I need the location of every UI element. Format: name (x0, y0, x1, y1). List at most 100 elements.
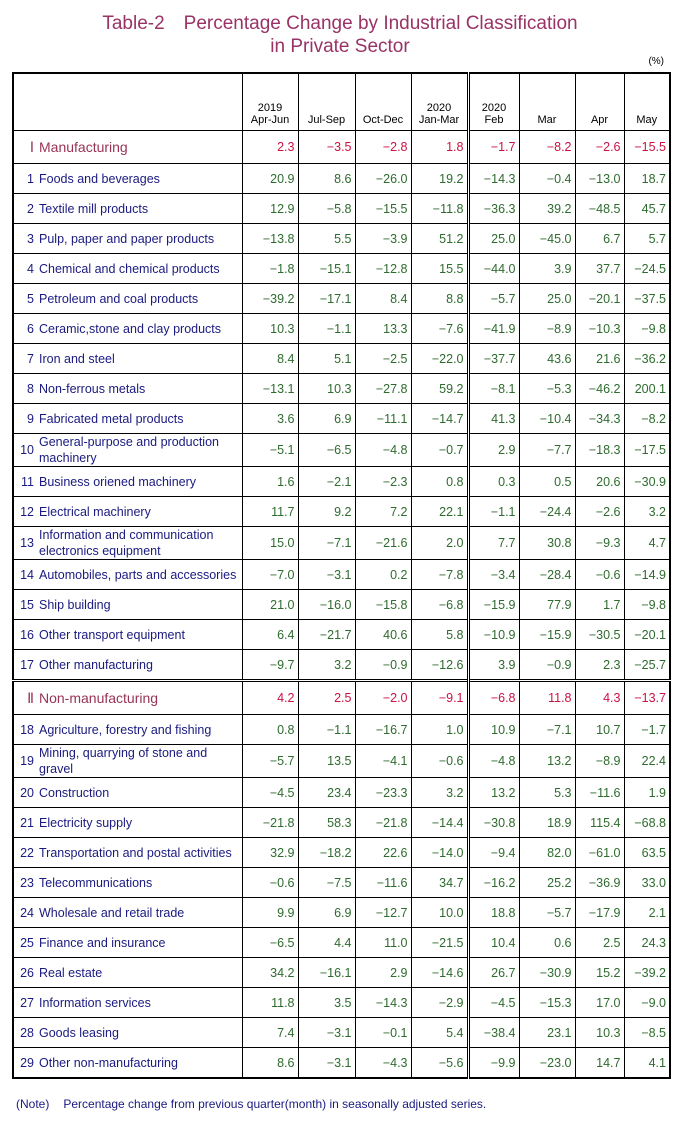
value-cell: 11.8 (518, 679, 576, 715)
value-cell: 25.0 (518, 283, 576, 314)
value-cell: −9.8 (623, 589, 671, 620)
value-cell: 10.3 (297, 373, 356, 404)
table-row: 3 Pulp, paper and paper products −13.8 5.5−… (12, 223, 671, 254)
value-cell: −13.7 (623, 679, 671, 715)
row-number: 26 (20, 965, 34, 980)
value-cell: −45.0 (518, 223, 576, 254)
value-cell: −2.6 (574, 130, 625, 164)
label-wrap: 11 Business oriened machinery (14, 474, 241, 490)
value-cell: 0.8 (410, 466, 470, 497)
header-cell: Apr (574, 72, 625, 131)
label-wrap: 3 Pulp, paper and paper products (14, 231, 241, 247)
value-cell: 77.9 (518, 589, 576, 620)
note-label: (Note) (16, 1097, 50, 1111)
label-wrap: 13 Information and communication electron… (14, 528, 241, 559)
row-label: 13 Information and communication electron… (12, 526, 243, 560)
table-row: 8 Non-ferrous metals −13.1 10.3 −27.8 59.2 −8.… (12, 373, 671, 404)
value-cell: 10.3 (241, 313, 299, 344)
value-cell: 12.9 (241, 193, 299, 224)
row-number: 22 (20, 845, 34, 860)
value-cell: −5.1 (241, 433, 299, 467)
row-label: 12 Electrical machinery (12, 496, 243, 527)
value-cell: −39.2 (241, 283, 299, 314)
table-row: 4 Chemical and chemical products −1.8 −15.1… (12, 253, 671, 284)
value-cell: 37.7 (574, 253, 625, 284)
row-name: Mining, quarrying of stone and gravel (39, 746, 208, 776)
value-cell: −7.5 (297, 867, 356, 898)
value-cell: 2.9 (354, 957, 412, 988)
value-cell: 25.2 (518, 867, 576, 898)
label-wrap: 8 Non-ferrous metals (14, 381, 241, 397)
value-cell: 3.2 (410, 777, 470, 808)
label-wrap: 9 Fabricated metal products (14, 411, 241, 427)
value-cell: −9.4 (467, 837, 520, 868)
value-cell: 4.3 (574, 679, 625, 715)
value-cell: −17.1 (297, 283, 356, 314)
header-cell: May (623, 72, 671, 131)
value-cell: 41.3 (467, 403, 520, 434)
header-cell: Mar (518, 72, 576, 131)
header-cell: Jul-Sep (297, 72, 356, 131)
note-text: Percentage change from previous quarter(… (63, 1097, 487, 1111)
value-cell: −68.8 (623, 807, 671, 838)
row-label: Ⅰ Manufacturing (12, 130, 243, 164)
row-name: Pulp, paper and paper products (39, 231, 215, 246)
value-cell: 10.9 (467, 714, 520, 745)
table-row: 5 Petroleum and coal products −39.2 −17.1 8.… (12, 283, 671, 314)
value-cell: −0.1 (354, 1017, 412, 1048)
row-name: Business oriened machinery (39, 474, 197, 489)
value-cell: −4.8 (467, 744, 520, 778)
value-cell: −9.9 (467, 1047, 520, 1079)
value-cell: 20.9 (241, 163, 299, 194)
value-cell: 2.3 (241, 130, 299, 164)
header-period: Apr (590, 114, 609, 126)
value-cell: −9.7 (241, 649, 299, 681)
row-name: Agriculture, forestry and fishing (39, 722, 212, 737)
value-cell: −5.7 (518, 897, 576, 928)
label-wrap: 26 Real estate (14, 965, 241, 981)
row-name: Other transport equipment (39, 627, 185, 642)
value-cell: −13.0 (574, 163, 625, 194)
value-cell: −24.4 (518, 496, 576, 527)
table-row: 2 Textile mill products 12.9 −5.8 −15.5 −11.8… (12, 193, 671, 224)
value-cell: −24.5 (623, 253, 671, 284)
value-cell: 33.0 (623, 867, 671, 898)
header-row: 2019 Apr-Jun Jul-Sep Oct-Dec 2020 Jan-Mar 2020… (12, 72, 671, 131)
row-name: Petroleum and coal products (39, 291, 199, 306)
value-cell: 18.8 (467, 897, 520, 928)
value-cell: −5.6 (410, 1047, 470, 1079)
row-label: 20 Construction (12, 777, 243, 808)
row-label: 29 Other non-manufacturing (12, 1047, 243, 1079)
value-cell: 3.9 (518, 253, 576, 284)
row-name: General-purpose and production machinery (39, 435, 219, 465)
row-label: 2 Textile mill products (12, 193, 243, 224)
header-period: Apr-Jun (250, 114, 290, 126)
label-wrap: 5 Petroleum and coal products (14, 291, 241, 307)
value-cell: −0.6 (574, 559, 625, 590)
value-cell: 3.2 (623, 496, 671, 527)
label-wrap: 6 Ceramic,stone and clay products (14, 321, 241, 337)
row-name: Electrical machinery (39, 504, 151, 519)
table-row: 1 Foods and beverages 20.9 8.6 −26.0 19.2 −14.… (12, 163, 671, 194)
value-cell: −8.9 (574, 744, 625, 778)
value-cell: −10.3 (574, 313, 625, 344)
section-row: Ⅱ Non-manufacturing 4.2 2.5 −2.0 −9.1 −6.8 11.8… (12, 679, 671, 715)
row-number: 25 (20, 935, 34, 950)
table-row: 23 Telecommunications −0.6 −7.5 −11.6 34.7 −16… (12, 867, 671, 898)
header-period: Mar (537, 114, 557, 126)
value-cell: −15.9 (467, 589, 520, 620)
title: in Private Sector (270, 36, 410, 57)
value-cell: 13.5 (297, 744, 356, 778)
value-cell: 30.8 (518, 526, 576, 560)
value-cell: 14.7 (574, 1047, 625, 1079)
value-cell: −14.0 (410, 837, 470, 868)
row-name: Fabricated metal products (39, 411, 184, 426)
table-row: 25 Finance and insurance −6.5 4.4 11.0 −21.5 1… (12, 927, 671, 958)
row-number: 21 (20, 815, 34, 830)
value-cell: 2.5 (297, 679, 356, 715)
value-cell: −5.7 (241, 744, 299, 778)
value-cell: 2.9 (467, 433, 520, 467)
value-cell: −2.3 (354, 466, 412, 497)
table-row: 28 Goods leasing 7.4 −3.1 −0.1 5.4 −38.4 23.1 10… (12, 1017, 671, 1048)
